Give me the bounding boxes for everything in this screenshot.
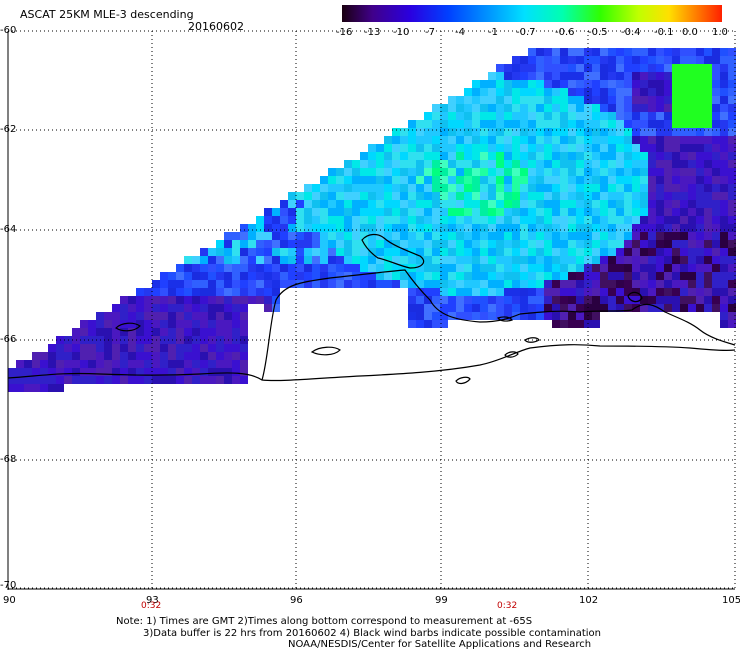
longitude-label: 105 — [722, 595, 740, 606]
latitude-label: -66 — [0, 334, 17, 345]
coastline — [7, 233, 736, 385]
latitude-label: -70 — [0, 580, 17, 591]
map-date: 20160602 — [188, 20, 244, 33]
latitude-label: -64 — [0, 224, 17, 235]
colorbar-label: -4 — [455, 27, 465, 38]
colorbar — [342, 5, 722, 22]
colorbar-label: -0.7 — [516, 27, 536, 38]
colorbar-label: -0.4 — [621, 27, 641, 38]
longitude-label: 90 — [3, 595, 16, 606]
colorbar-label: 1.0 — [712, 27, 728, 38]
credit-line: NOAA/NESDIS/Center for Satellite Applica… — [288, 639, 592, 650]
note-line-2: 3)Data buffer is 22 hrs from 20160602 4)… — [143, 628, 601, 639]
note-line-1: Note: 1) Times are GMT 2)Times along bot… — [116, 616, 533, 627]
colorbar-label: 0.0 — [682, 27, 698, 38]
longitude-label: 93 — [146, 595, 159, 606]
pass-time-label: 0:32 — [141, 601, 162, 611]
colorbar-label: -13 — [364, 27, 381, 38]
latitude-label: -60 — [0, 25, 17, 36]
colorbar-label: -7 — [425, 27, 435, 38]
longitude-label: 99 — [435, 595, 448, 606]
colorbar-label: -10 — [393, 27, 410, 38]
colorbar-label: -0.5 — [588, 27, 608, 38]
colorbar-label: -1 — [488, 27, 498, 38]
latitude-label: -68 — [0, 454, 17, 465]
latitude-label: -62 — [0, 124, 17, 135]
longitude-label: 96 — [290, 595, 303, 606]
colorbar-label: -0.6 — [555, 27, 575, 38]
pass-time-label: 0:32 — [497, 601, 518, 611]
map-title: ASCAT 25KM MLE-3 descending — [20, 8, 194, 21]
colorbar-label: -0.1 — [654, 27, 674, 38]
colorbar-label: -16 — [336, 27, 353, 38]
longitude-label: 102 — [579, 595, 599, 606]
